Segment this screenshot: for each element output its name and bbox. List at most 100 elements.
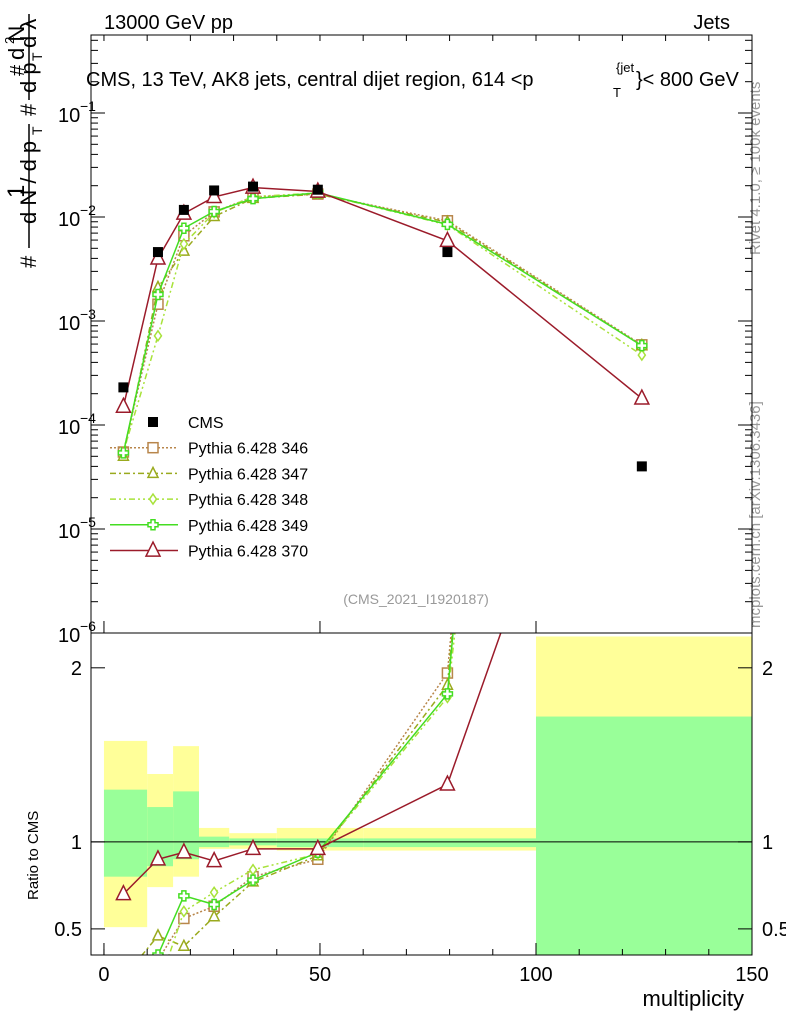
y-tick-ratio-label-right-0: 0.5 [762, 919, 786, 941]
ylabel-one: 1 [3, 185, 30, 198]
y-tick-ratio-label-0: 0.5 [54, 919, 82, 941]
header-right: Jets [693, 12, 730, 34]
y-tick-label-exp-3: −3 [80, 306, 96, 322]
main-point-p349-1 [152, 288, 164, 301]
legend-marker-1 [147, 441, 159, 454]
ratio-point-p347-0 [118, 972, 128, 982]
main-series-layer [115, 177, 651, 472]
legend-marker-0 [148, 417, 158, 427]
title-tail: }< 800 GeV [636, 69, 740, 91]
analysis-id: (CMS_2021_I1920187) [343, 591, 489, 607]
ratio-point-p348-1 [154, 983, 161, 993]
cms-point-1 [152, 247, 163, 258]
ylabel-T1: T [29, 126, 45, 135]
ratio-point-p370-1 [149, 849, 167, 866]
ratio-point-p346-0 [118, 969, 128, 979]
y-tick-label-base-2: 10 [58, 417, 80, 439]
ratio-point-p370-6 [439, 774, 456, 791]
ratio-point-p370-5 [309, 838, 327, 856]
ylabel-d2N: d N [4, 26, 29, 60]
legend-label-4: Pythia 6.428 349 [188, 518, 308, 535]
legend-marker-2 [146, 465, 160, 479]
y-tick-label-base-4: 10 [58, 209, 80, 231]
y-tick-label-exp-0: −6 [80, 618, 96, 634]
cms-point-4 [248, 181, 259, 192]
legend: CMS Pythia 6.428 346 Pythia 6.428 347 Pythi… [110, 415, 308, 561]
header-left: 13000 GeV pp [104, 12, 233, 34]
main-point-p349-2 [178, 222, 190, 234]
main-point-p349-0 [117, 447, 130, 459]
y-tick-label-exp-4: −2 [80, 202, 96, 218]
band-inner-0 [103, 789, 148, 877]
x-tick-label-1: 50 [309, 964, 331, 986]
ratio-point-p349-1 [152, 949, 164, 955]
ylabel-sup2: 2 [2, 37, 17, 44]
ratio-series-layer [115, 224, 649, 993]
ratio-point-p370-7 [635, 224, 649, 238]
legend-marker-3 [148, 492, 158, 506]
ratio-point-p348-0 [120, 969, 127, 979]
legend-marker-4 [147, 519, 159, 531]
y-tick-label-exp-5: −1 [80, 98, 96, 114]
x-tick-label-3: 150 [735, 964, 768, 986]
ratio-panel-frame [90, 632, 753, 956]
y-tick-label-exp-2: −4 [80, 410, 96, 426]
rivet-label: Rivet 4.1.0, ≥ 100k events [747, 82, 764, 255]
title-sub: T [613, 85, 621, 100]
band-inner-5 [276, 838, 364, 848]
main-point-p370-7 [633, 388, 651, 405]
ratio-ylabel: Ratio to CMS [25, 811, 42, 900]
main-line-p349 [122, 192, 643, 453]
band-inner-6 [363, 838, 536, 848]
ratio-point-p347-2 [177, 938, 191, 952]
main-line-p347 [122, 193, 643, 457]
main-line-p346 [122, 193, 643, 453]
main-point-p349-6 [441, 218, 454, 231]
ratio-point-p346-1 [152, 954, 164, 955]
main-point-p348-1 [153, 329, 163, 343]
y-tick-ratio-label-right-2: 2 [762, 658, 773, 680]
legend-label-3: Pythia 6.428 348 [188, 492, 308, 509]
ratio-point-p348-2 [179, 905, 189, 918]
ratio-point-p349-6 [441, 688, 454, 700]
main-point-p349-3 [208, 205, 220, 218]
ratio-point-p349-3 [208, 898, 220, 911]
x-tick-label-0: 0 [98, 964, 109, 986]
cms-point-2 [178, 204, 189, 215]
ratio-point-p370-3 [205, 850, 223, 868]
ratio-point-p370-0 [115, 884, 132, 901]
main-point-p349-7 [636, 339, 648, 352]
y-tick-ratio-label-1: 1 [71, 832, 82, 854]
y-tick-label-base-1: 10 [58, 521, 80, 543]
main-point-p348-2 [179, 237, 189, 251]
x-axis-label: multiplicity [643, 986, 744, 1011]
cms-point-0 [118, 382, 129, 393]
band-inner-7 [535, 716, 752, 955]
y-tick-label-base-5: 10 [58, 105, 80, 127]
ratio-point-p347-3 [207, 909, 221, 922]
legend-label-2: Pythia 6.428 347 [188, 466, 308, 483]
main-ylabel: # d N / d p T 1 # d p T d λ # d N 2 [2, 14, 45, 268]
ratio-point-p349-2 [178, 890, 190, 902]
ratio-line-p349 [156, 633, 454, 955]
ylabel-hash-2: # [16, 103, 41, 116]
ratio-point-p348-3 [209, 886, 219, 899]
cms-point-5 [312, 184, 323, 195]
y-tick-ratio-label-2: 2 [71, 658, 82, 680]
ratio-point-p370-2 [175, 842, 193, 859]
main-point-p370-6 [439, 230, 456, 248]
title-main: CMS, 13 TeV, AK8 jets, central dijet reg… [86, 69, 534, 91]
plot-title: CMS, 13 TeV, AK8 jets, central dijet reg… [86, 60, 740, 100]
ylabel-hash-1: # [16, 255, 41, 268]
ylabel-T2: T [29, 52, 45, 61]
main-point-p370-0 [115, 396, 132, 414]
ratio-line-p348 [168, 633, 456, 955]
y-tick-label-base-0: 10 [58, 625, 80, 647]
y-tick-label-exp-1: −5 [80, 514, 96, 530]
main-point-p348-7 [637, 348, 647, 362]
ylabel-hash-3: # [7, 64, 29, 76]
ratio-point-p347-1 [151, 928, 165, 941]
ratio-point-p370-4 [244, 838, 262, 856]
